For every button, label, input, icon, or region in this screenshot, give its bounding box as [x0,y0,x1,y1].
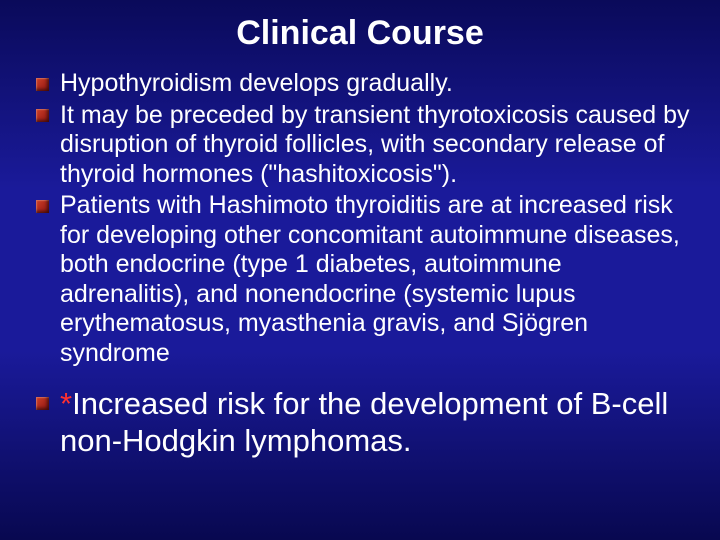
asterisk-marker: * [60,386,72,421]
bullet-item: Hypothyroidism develops gradually. [36,69,690,99]
bullet-item: It may be preceded by transient thyrotox… [36,101,690,190]
slide-title: Clinical Course [30,14,690,53]
bullet-text: Increased risk for the development of B-… [60,386,668,458]
bullet-text: Hypothyroidism develops gradually. [60,69,453,97]
slide-container: Clinical Course Hypothyroidism develops … [0,0,720,540]
bullet-list-secondary: *Increased risk for the development of B… [36,386,690,459]
bullet-item: *Increased risk for the development of B… [36,386,690,459]
bullet-item: Patients with Hashimoto thyroiditis are … [36,191,690,368]
bullet-text: Patients with Hashimoto thyroiditis are … [60,191,680,367]
bullet-list-primary: Hypothyroidism develops gradually. It ma… [36,69,690,368]
bullet-text: It may be preceded by transient thyrotox… [60,101,690,188]
